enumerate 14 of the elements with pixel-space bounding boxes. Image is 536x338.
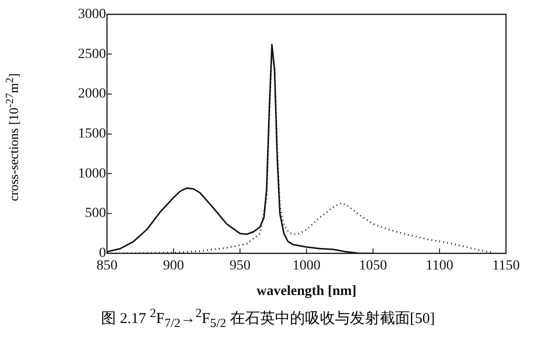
x-tick-label: 1150 — [492, 258, 520, 274]
x-tick-label: 950 — [230, 258, 250, 274]
x-tick-label: 1000 — [292, 258, 320, 274]
x-tick-label: 900 — [163, 258, 184, 274]
y-tick-label: 3000 — [78, 7, 106, 22]
y-tick-label: 1000 — [78, 166, 106, 182]
y-tick-label: 2000 — [78, 86, 106, 102]
chart-title: 图 2.17 $^{2}$F$_{7/2}$→$^{2}$F$_{5/2}$ 在石英中的吸收与发射截面[50] — [101, 306, 435, 330]
x-axis-title: wavelength [nm] — [256, 284, 356, 300]
y-tick-label: 500 — [85, 206, 106, 222]
x-tick-label: 1100 — [426, 258, 454, 274]
y-tick-label: 1500 — [78, 126, 106, 142]
x-tick-label: 1050 — [359, 258, 387, 274]
y-tick-label: 2500 — [78, 46, 106, 62]
